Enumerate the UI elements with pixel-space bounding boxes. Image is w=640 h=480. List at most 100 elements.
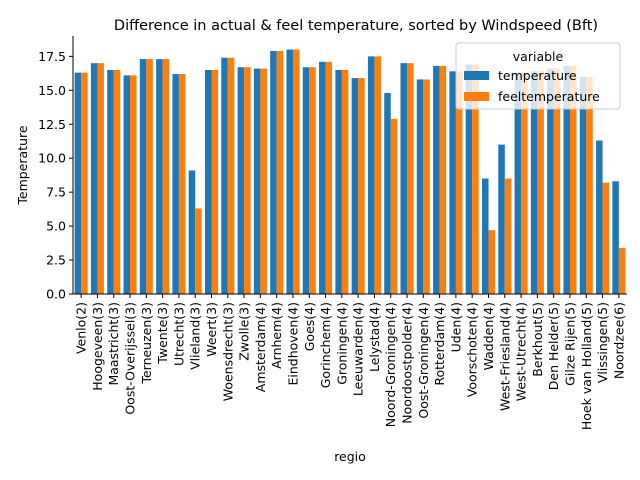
- bar-feeltemperature-1: [97, 63, 104, 294]
- x-tick-label: Hoek van Holland(5): [579, 302, 594, 430]
- x-axis: Venlo(2) Hoogeveen(3) Maastricht(3) Oost-Ov…: [73, 293, 627, 430]
- bar-feeltemperature-9: [227, 57, 235, 295]
- x-tick-label: Noord-Groningen(4): [383, 302, 398, 427]
- bar-feeltemperature-11: [260, 68, 267, 294]
- bar-feeltemperature-12: [276, 50, 284, 294]
- bar-feeltemperature-31: [586, 76, 593, 295]
- y-tick-label: 17.5: [38, 49, 66, 64]
- x-tick-label: Maastricht(3): [106, 302, 121, 386]
- y-tick-label: 2.5: [46, 253, 66, 268]
- bar-temperature-15: [319, 61, 326, 294]
- bar-feeltemperature-7: [195, 208, 202, 294]
- x-tick-label: Hoogeveen(3): [90, 302, 105, 391]
- y-axis: 0.0 2.5 5.0 7.5 10.0 12.5 15.0 17.5: [38, 36, 74, 302]
- x-tick-label: West-Friesland(4): [497, 302, 512, 411]
- x-tick-label: Gorinchem(4): [318, 302, 333, 388]
- x-tick-label: Rotterdam(4): [432, 302, 447, 386]
- bar-temperature-21: [416, 79, 424, 294]
- bar-feeltemperature-19: [390, 118, 398, 294]
- x-tick-label: West-Utrecht(4): [514, 302, 529, 401]
- bar-temperature-19: [384, 93, 391, 294]
- bar-feeltemperature-14: [309, 67, 316, 294]
- legend-label-feeltemperature: feeltemperature: [498, 89, 600, 104]
- bar-feeltemperature-27: [521, 72, 528, 294]
- bar-temperature-25: [481, 178, 489, 294]
- y-axis-label: Temperature: [15, 125, 30, 205]
- bar-feeltemperature-6: [178, 74, 186, 295]
- bar-feeltemperature-30: [569, 65, 577, 295]
- bar-temperature-11: [253, 68, 261, 294]
- x-tick-label: Vlieland(3): [188, 302, 203, 370]
- x-tick-label: Oost-Groningen(4): [416, 302, 431, 419]
- bar-temperature-29: [547, 68, 554, 294]
- y-tick-label: 15.0: [38, 83, 66, 98]
- x-tick-label: Eindhoven(4): [285, 302, 300, 386]
- bar-temperature-24: [465, 64, 473, 295]
- bar-feeltemperature-17: [358, 78, 365, 294]
- x-tick-label: Leeuwarden(4): [351, 302, 366, 396]
- bar-feeltemperature-25: [488, 230, 496, 294]
- bar-temperature-4: [139, 59, 147, 294]
- bar-temperature-0: [74, 72, 82, 294]
- x-tick-label: Zwolle(3): [237, 302, 252, 361]
- bar-temperature-10: [237, 67, 245, 294]
- x-tick-label: Noordzee(6): [611, 302, 626, 379]
- bar-temperature-3: [123, 75, 131, 294]
- y-tick-label: 10.0: [38, 151, 66, 166]
- bar-feeltemperature-24: [472, 64, 479, 295]
- bar-feeltemperature-21: [423, 79, 430, 294]
- x-tick-label: Venlo(2): [74, 302, 89, 354]
- bar-feeltemperature-29: [553, 68, 561, 294]
- x-tick-label: Vlissingen(5): [595, 302, 610, 383]
- x-tick-label: Groningen(4): [334, 302, 349, 385]
- bar-feeltemperature-26: [504, 178, 512, 294]
- x-tick-label: Uden(4): [448, 302, 463, 352]
- x-tick-label: Voorschoten(4): [465, 302, 480, 397]
- bar-feeltemperature-2: [113, 69, 121, 294]
- bar-temperature-5: [156, 59, 163, 294]
- bar-temperature-20: [400, 63, 408, 294]
- x-tick-label: Noordoostpolder(4): [400, 302, 415, 424]
- x-tick-label: Den Helder(5): [546, 302, 561, 390]
- x-tick-label: Berkhout(5): [530, 302, 545, 377]
- bar-temperature-2: [107, 69, 114, 294]
- y-tick-label: 12.5: [38, 117, 66, 132]
- bar-temperature-12: [270, 50, 277, 294]
- bar-feeltemperature-13: [292, 49, 300, 294]
- x-tick-label: Woensdrecht(3): [220, 302, 235, 401]
- bar-temperature-8: [204, 69, 212, 294]
- bar-feeltemperature-10: [244, 67, 251, 294]
- x-tick-label: Utrecht(3): [171, 302, 186, 366]
- bar-feeltemperature-0: [81, 72, 88, 294]
- x-tick-label: Gilze Rijen(5): [562, 302, 577, 386]
- y-tick-label: 5.0: [46, 219, 66, 234]
- bar-temperature-30: [563, 65, 570, 295]
- bar-temperature-31: [579, 76, 587, 295]
- bar-temperature-6: [172, 74, 179, 295]
- bar-temperature-32: [596, 140, 603, 294]
- bar-feeltemperature-33: [618, 247, 626, 294]
- bar-temperature-17: [351, 78, 359, 294]
- bar-temperature-14: [302, 67, 310, 294]
- bar-feeltemperature-8: [211, 69, 219, 294]
- x-tick-label: Lelystad(4): [367, 302, 382, 372]
- bar-temperature-33: [612, 181, 619, 294]
- bar-feeltemperature-5: [162, 59, 170, 294]
- legend-box: [455, 42, 621, 110]
- x-tick-label: Arnhem(4): [269, 302, 284, 369]
- x-tick-label: Terneuzen(3): [139, 302, 154, 385]
- bar-feeltemperature-32: [602, 182, 610, 294]
- bar-feeltemperature-22: [439, 65, 447, 295]
- chart-title: Difference in actual & feel temperature,…: [114, 18, 598, 34]
- bar-feeltemperature-3: [130, 75, 137, 294]
- legend-swatch-feeltemperature: [464, 92, 489, 101]
- x-tick-label: Goes(4): [302, 302, 317, 351]
- bar-temperature-9: [221, 57, 228, 295]
- bar-feeltemperature-28: [537, 71, 544, 294]
- bar-temperature-7: [188, 170, 196, 294]
- x-tick-label: Twente(3): [155, 302, 170, 365]
- legend: variable temperature feeltemperature: [455, 42, 621, 110]
- bar-feeltemperature-23: [455, 71, 463, 294]
- bar-temperature-13: [286, 49, 293, 294]
